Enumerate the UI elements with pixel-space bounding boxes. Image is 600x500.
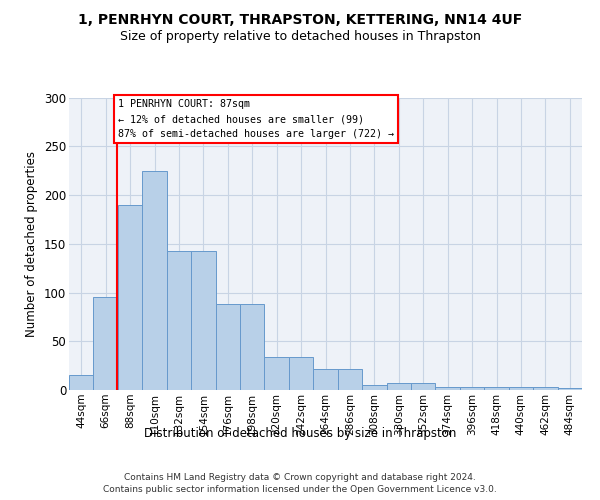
Bar xyxy=(142,170,167,390)
Bar xyxy=(265,357,289,390)
Text: Distribution of detached houses by size in Thrapston: Distribution of detached houses by size … xyxy=(144,428,456,440)
Text: Contains public sector information licensed under the Open Government Licence v3: Contains public sector information licen… xyxy=(103,485,497,494)
Bar xyxy=(118,205,142,390)
Bar xyxy=(240,304,265,390)
Bar xyxy=(460,387,484,390)
Bar xyxy=(69,376,94,390)
Bar xyxy=(338,368,362,390)
Bar xyxy=(191,250,215,390)
Text: Contains HM Land Registry data © Crown copyright and database right 2024.: Contains HM Land Registry data © Crown c… xyxy=(124,472,476,482)
Bar xyxy=(436,387,460,390)
Bar xyxy=(484,387,509,390)
Bar xyxy=(313,368,338,390)
Y-axis label: Number of detached properties: Number of detached properties xyxy=(25,151,38,337)
Text: Size of property relative to detached houses in Thrapston: Size of property relative to detached ho… xyxy=(119,30,481,43)
Bar xyxy=(386,383,411,390)
Text: 1 PENRHYN COURT: 87sqm
← 12% of detached houses are smaller (99)
87% of semi-det: 1 PENRHYN COURT: 87sqm ← 12% of detached… xyxy=(118,100,394,139)
Bar xyxy=(167,250,191,390)
Bar xyxy=(289,357,313,390)
Text: 1, PENRHYN COURT, THRAPSTON, KETTERING, NN14 4UF: 1, PENRHYN COURT, THRAPSTON, KETTERING, … xyxy=(78,12,522,26)
Bar xyxy=(557,388,582,390)
Bar xyxy=(509,387,533,390)
Bar xyxy=(411,383,436,390)
Bar xyxy=(533,387,557,390)
Bar xyxy=(362,385,386,390)
Bar xyxy=(215,304,240,390)
Bar xyxy=(94,298,118,390)
